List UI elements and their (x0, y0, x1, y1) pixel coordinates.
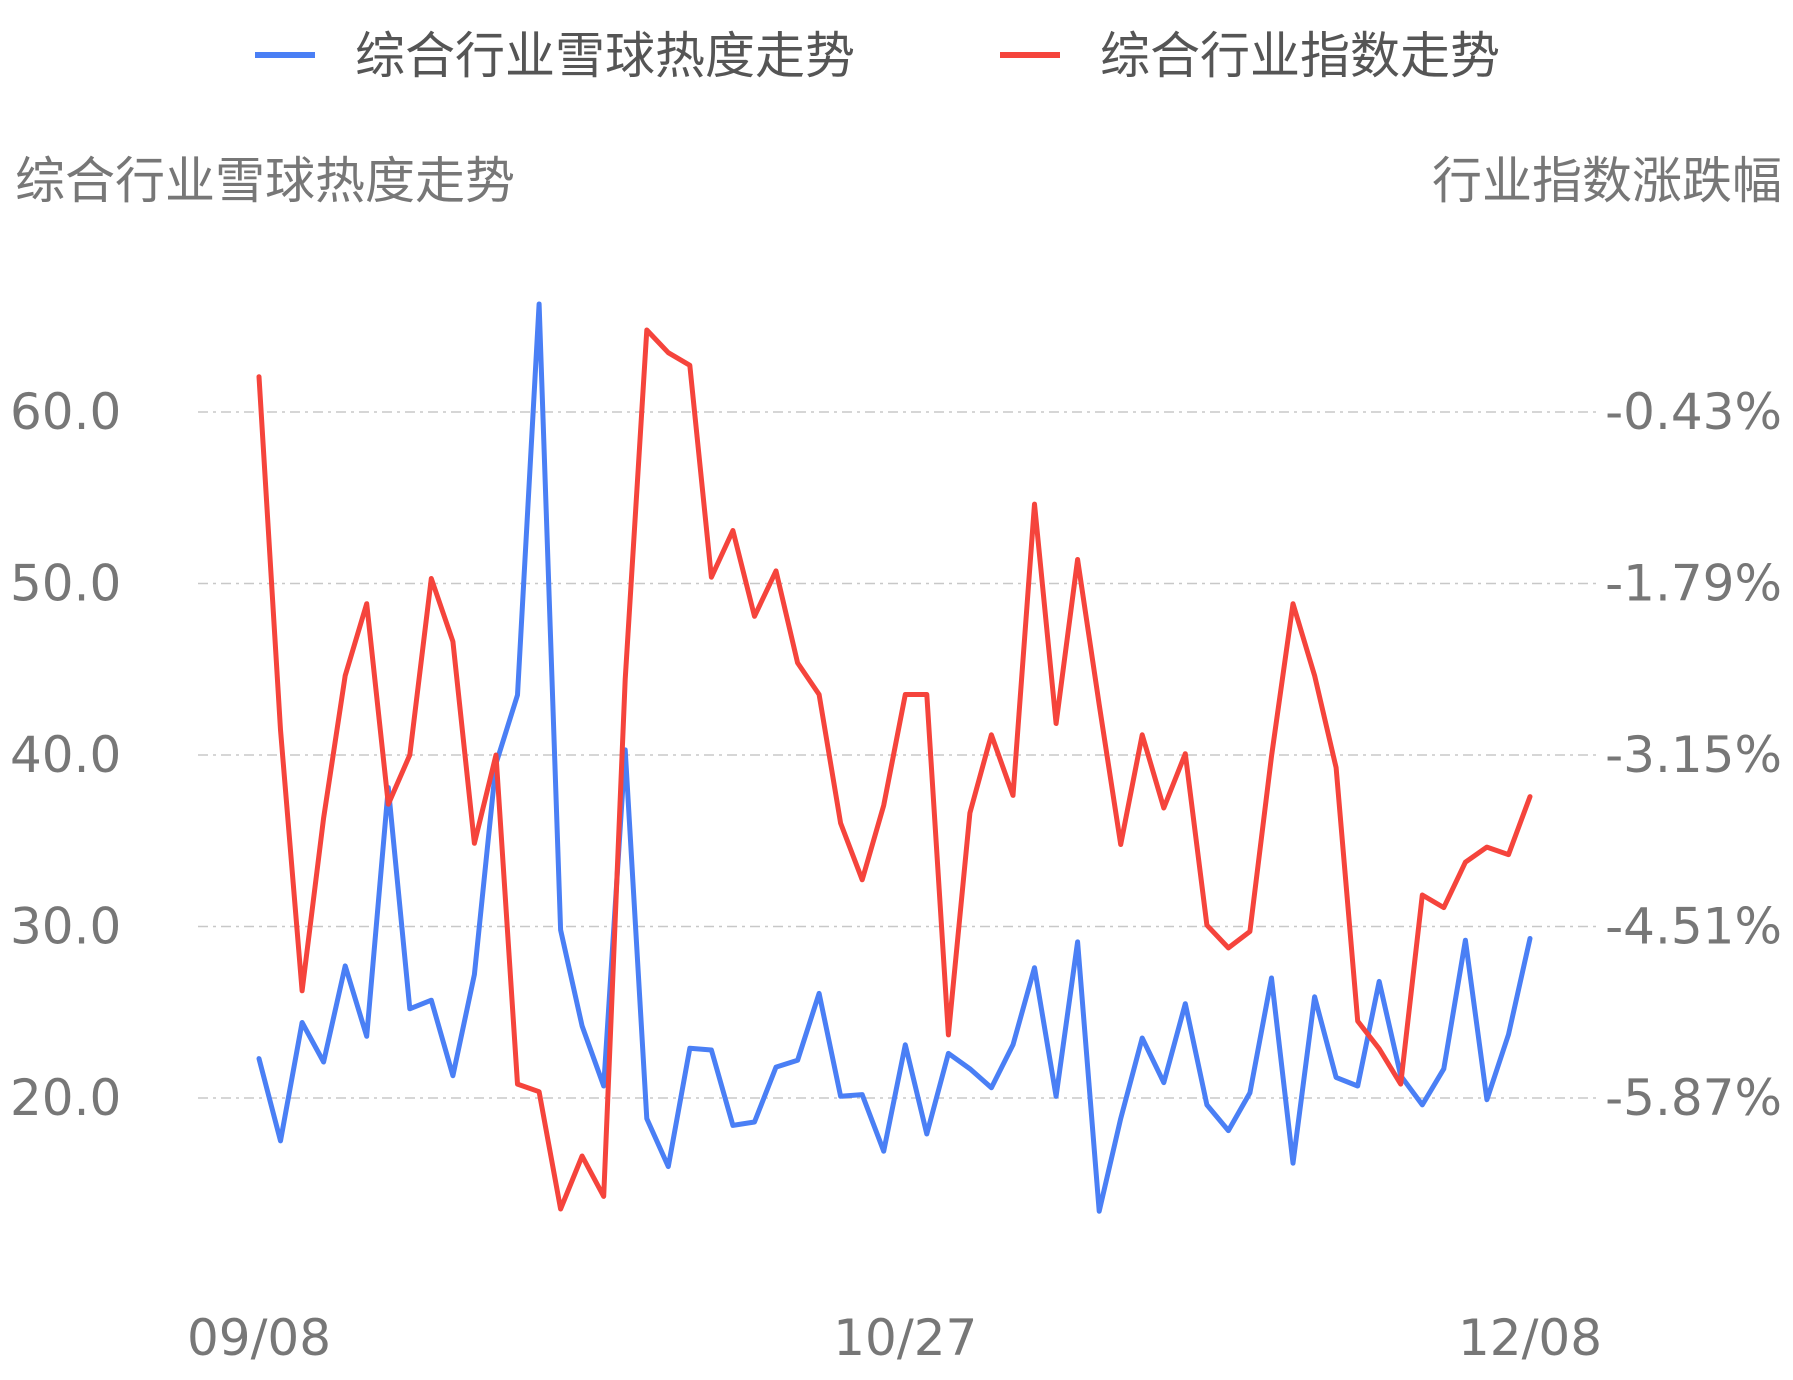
right-axis-ticks: -0.43% -1.79% -3.15% -4.51% -5.87% (1605, 383, 1782, 1127)
left-axis-title: 综合行业雪球热度走势 (15, 152, 515, 210)
x-tick-label: 10/27 (833, 1309, 977, 1367)
right-tick-label: -0.43% (1605, 383, 1782, 441)
series-lines (256, 301, 1533, 1214)
left-tick-label: 30.0 (10, 898, 121, 956)
left-tick-label: 40.0 (10, 726, 121, 784)
left-tick-label: 60.0 (10, 383, 121, 441)
right-tick-label: -5.87% (1605, 1069, 1782, 1127)
left-tick-label: 50.0 (10, 555, 121, 613)
x-tick-label: 12/08 (1458, 1309, 1602, 1367)
x-tick-label: 09/08 (187, 1309, 331, 1367)
left-tick-label: 20.0 (10, 1069, 121, 1127)
series-line-heat (256, 301, 1533, 1214)
legend-label-heat: 综合行业雪球热度走势 (355, 27, 855, 85)
left-axis-ticks: 60.0 50.0 40.0 30.0 20.0 (10, 383, 121, 1127)
right-tick-label: -1.79% (1605, 555, 1782, 613)
right-tick-label: -4.51% (1605, 898, 1782, 956)
legend: 综合行业雪球热度走势 综合行业指数走势 (255, 27, 1500, 85)
right-tick-label: -3.15% (1605, 726, 1782, 784)
right-axis-title: 行业指数涨跌幅 (1432, 152, 1782, 210)
series-line-index (256, 327, 1533, 1212)
legend-label-index: 综合行业指数走势 (1100, 27, 1500, 85)
x-axis-ticks: 09/08 10/27 12/08 (187, 1309, 1602, 1367)
